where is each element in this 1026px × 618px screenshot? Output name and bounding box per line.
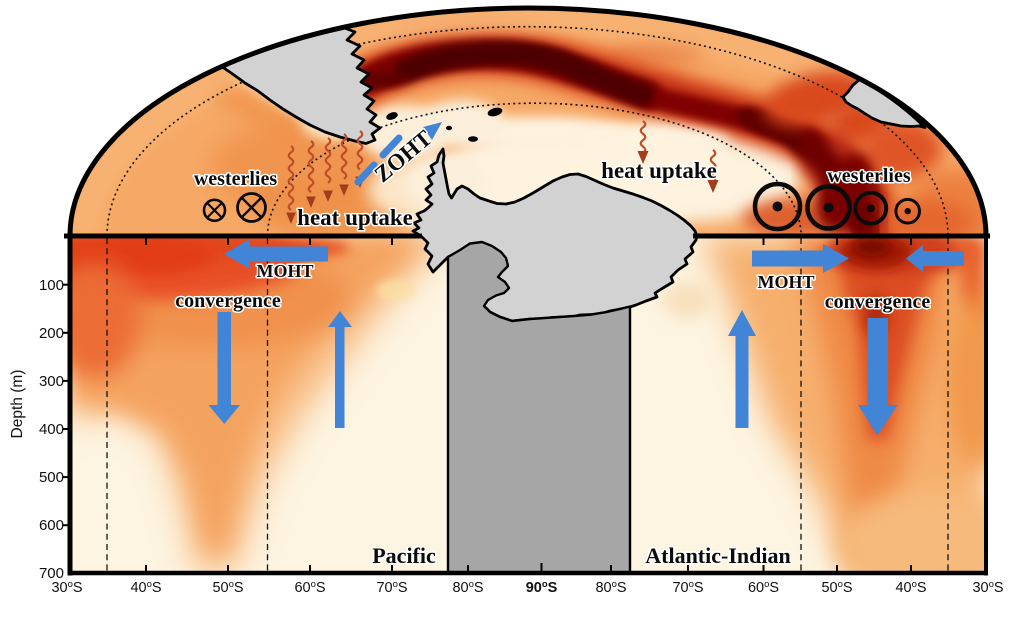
svg-text:Depth (m): Depth (m) [9, 370, 26, 439]
svg-text:300: 300 [39, 373, 64, 390]
svg-text:50oS: 50oS [212, 579, 243, 596]
svg-text:500: 500 [39, 469, 64, 486]
svg-text:70oS: 70oS [376, 579, 407, 596]
svg-text:heat uptake: heat uptake [297, 205, 413, 230]
svg-text:70oS: 70oS [672, 579, 703, 596]
svg-text:600: 600 [39, 517, 64, 534]
svg-text:westerlies: westerlies [194, 168, 278, 190]
svg-text:50oS: 50oS [821, 579, 852, 596]
svg-text:90oS: 90oS [526, 579, 558, 596]
svg-text:westerlies: westerlies [827, 165, 911, 187]
svg-text:60oS: 60oS [294, 579, 325, 596]
svg-text:convergence: convergence [825, 291, 931, 313]
svg-text:convergence: convergence [175, 290, 281, 312]
svg-text:80oS: 80oS [595, 579, 626, 596]
svg-text:200: 200 [39, 325, 64, 342]
svg-text:Pacific: Pacific [372, 543, 436, 568]
svg-text:Atlantic-Indian: Atlantic-Indian [645, 543, 790, 568]
svg-text:30oS: 30oS [51, 579, 82, 596]
svg-text:60oS: 60oS [748, 579, 779, 596]
svg-text:MOHT: MOHT [758, 272, 815, 292]
svg-text:40oS: 40oS [130, 579, 161, 596]
svg-text:400: 400 [39, 421, 64, 438]
svg-text:heat uptake: heat uptake [601, 158, 717, 183]
svg-text:40oS: 40oS [895, 579, 926, 596]
svg-text:80oS: 80oS [452, 579, 483, 596]
svg-text:MOHT: MOHT [257, 261, 314, 281]
svg-text:700: 700 [39, 565, 64, 582]
svg-text:100: 100 [39, 277, 64, 294]
svg-text:30oS: 30oS [972, 579, 1003, 596]
